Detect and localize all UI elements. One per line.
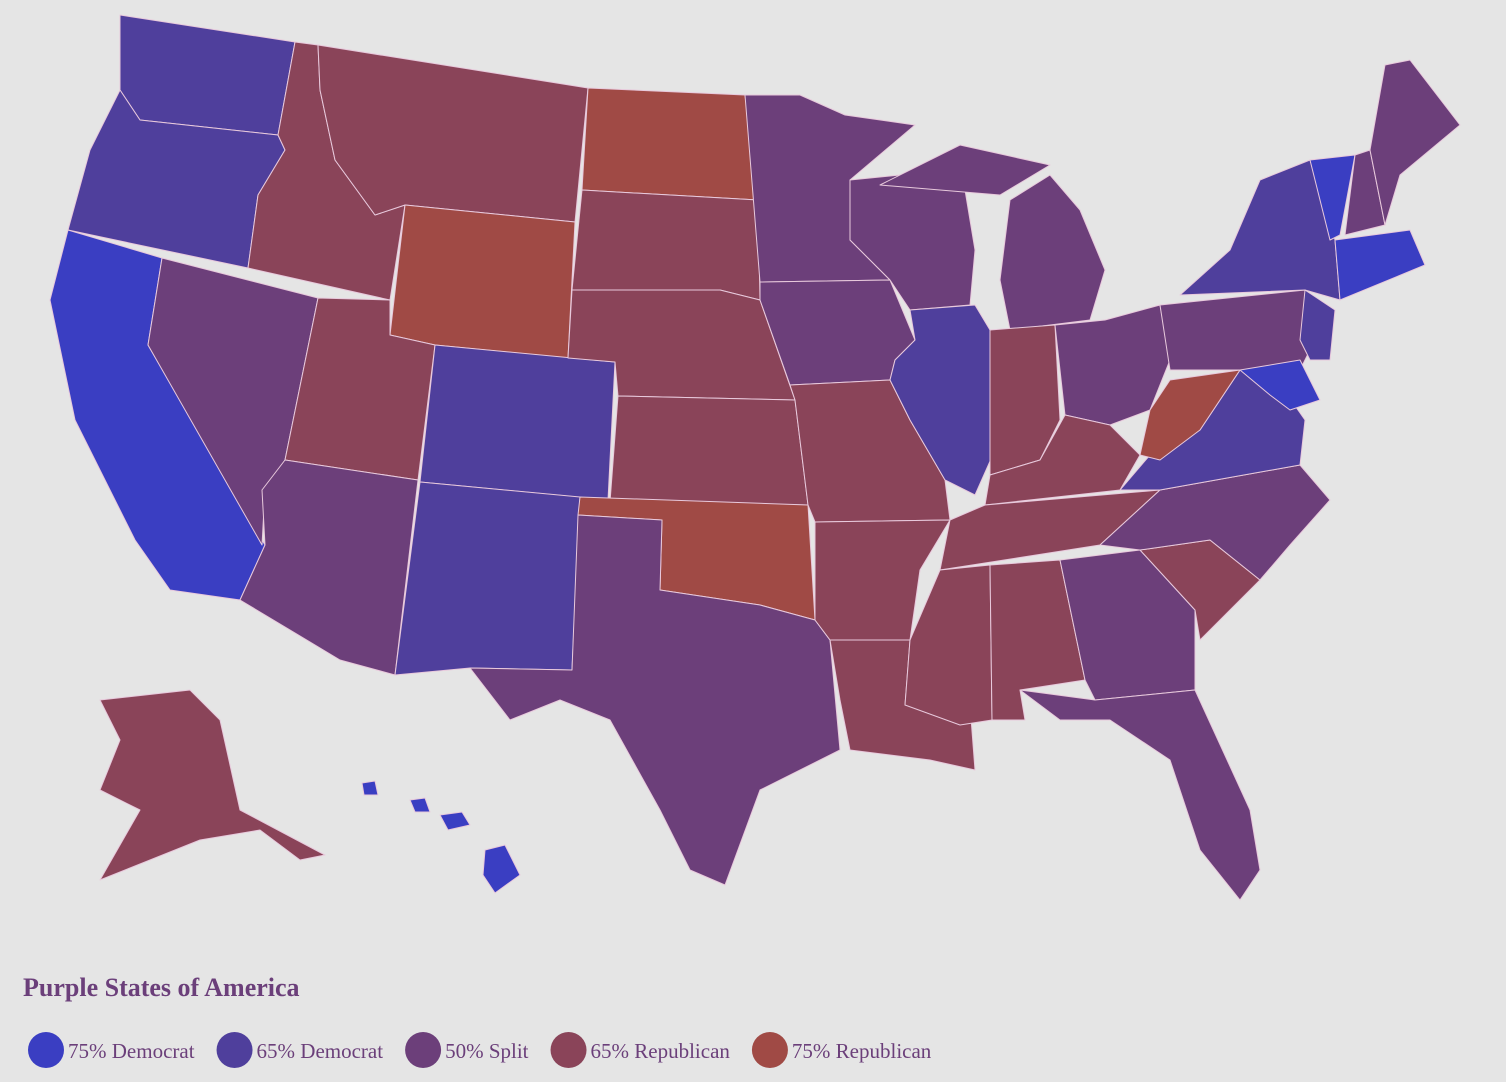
state xyxy=(889,304,996,496)
state xyxy=(482,844,521,894)
state xyxy=(239,459,419,676)
legend-swatch xyxy=(216,1032,253,1068)
state xyxy=(999,174,1106,331)
legend-label: 75% Democrat xyxy=(68,1039,195,1063)
state xyxy=(439,811,471,831)
legend-label: 65% Democrat xyxy=(257,1039,384,1063)
state xyxy=(581,87,759,201)
state xyxy=(1299,289,1336,361)
state xyxy=(119,14,296,136)
state xyxy=(1369,59,1461,226)
states xyxy=(49,14,1461,901)
state xyxy=(939,489,1161,571)
legend-label: 75% Republican xyxy=(792,1039,932,1063)
legend-swatch xyxy=(550,1032,587,1068)
state xyxy=(609,395,809,506)
legend-swatch xyxy=(405,1032,442,1068)
state xyxy=(394,481,581,676)
state xyxy=(879,144,1051,196)
state xyxy=(419,344,616,501)
legend: 75% Democrat 65% Democrat 50% Split 65% Rep… xyxy=(28,1032,932,1068)
state xyxy=(99,689,326,881)
state xyxy=(984,414,1141,506)
state xyxy=(989,324,1061,476)
state xyxy=(1309,154,1356,241)
legend-label: 50% Split xyxy=(445,1039,529,1063)
state xyxy=(1334,229,1426,301)
state xyxy=(571,189,761,301)
legend-label: 65% Republican xyxy=(591,1039,731,1063)
state xyxy=(1159,289,1321,371)
state xyxy=(317,44,589,223)
state xyxy=(904,564,993,726)
map-title: Purple States of America xyxy=(23,973,300,1002)
state xyxy=(1019,689,1261,901)
state xyxy=(469,514,841,886)
state xyxy=(389,204,576,359)
legend-swatch xyxy=(751,1032,788,1068)
state xyxy=(409,797,431,813)
state xyxy=(1239,359,1321,411)
state xyxy=(361,780,379,796)
legend-swatch xyxy=(28,1032,64,1068)
